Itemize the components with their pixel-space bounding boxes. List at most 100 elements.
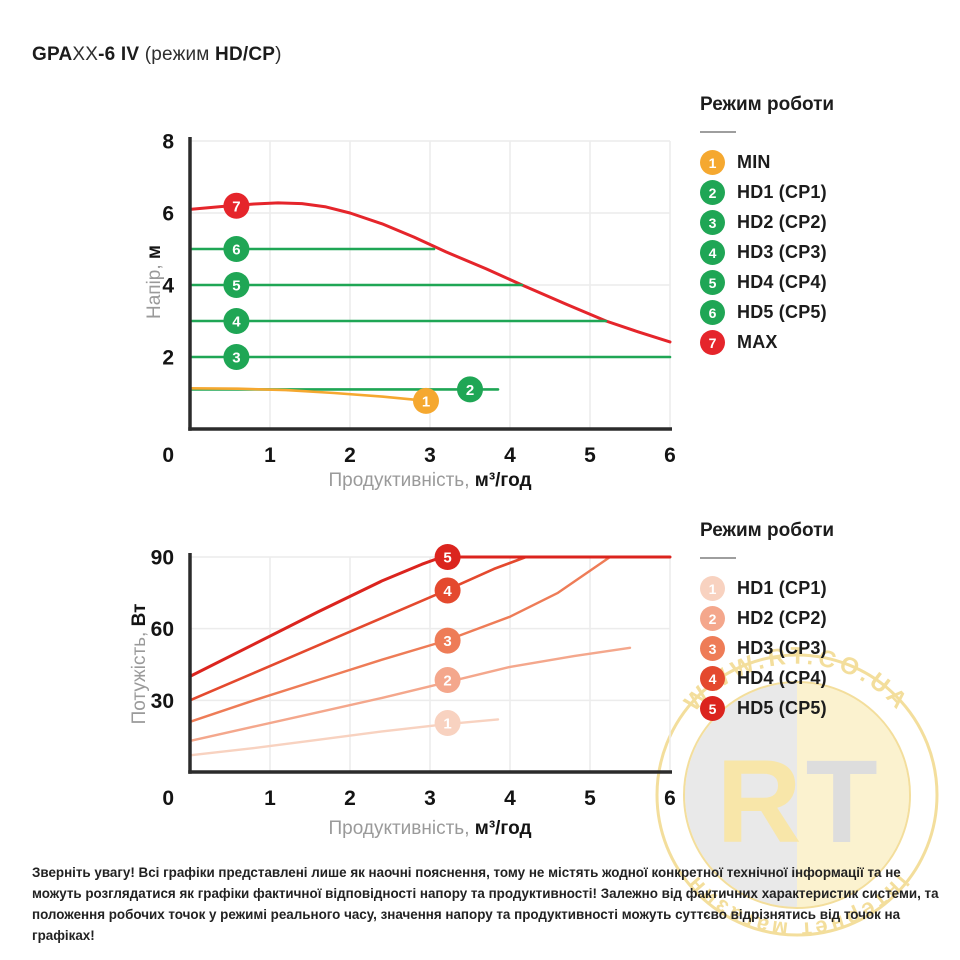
watermark-logo: RT bbox=[716, 736, 877, 868]
mode-marker bbox=[223, 344, 250, 370]
mode-marker-label: 4 bbox=[232, 314, 241, 331]
power-chart: 0 1 2 3 4 5 6 30 60 90 5 4 3 2 1 bbox=[151, 544, 676, 810]
legend-item-label: HD5 (CP5) bbox=[737, 302, 827, 322]
mode-marker bbox=[434, 577, 461, 604]
legend-item: 3 HD3 (CP3) bbox=[700, 636, 950, 661]
mode-number-badge: 6 bbox=[700, 300, 725, 325]
legend-item-label: HD3 (CP3) bbox=[737, 638, 827, 658]
mode-marker bbox=[223, 192, 250, 219]
watermark-left-half bbox=[685, 683, 797, 907]
mode-marker-label: 6 bbox=[232, 242, 240, 259]
series-hd3-cp3- bbox=[188, 555, 612, 723]
head-chart-ylabel: Напір, м bbox=[144, 245, 165, 319]
legend-item: 4 HD4 (CP4) bbox=[700, 666, 950, 691]
legend-item: 1 HD1 (CP1) bbox=[700, 576, 950, 601]
legend-item-label: HD5 (CP5) bbox=[737, 698, 827, 718]
legend-title: Режим роботи bbox=[700, 520, 835, 541]
series-min bbox=[188, 386, 436, 403]
series-hd4-cp4- bbox=[188, 555, 528, 702]
x-tick-label: 3 bbox=[424, 787, 436, 810]
legend-item: 1 MIN bbox=[700, 150, 950, 175]
mode-marker-label: 5 bbox=[232, 278, 240, 295]
mode-number-badge: 1 bbox=[700, 576, 725, 601]
mode-number-badge: 7 bbox=[700, 330, 725, 355]
mode-marker-label: 2 bbox=[466, 382, 474, 399]
legend-item-label: HD2 (CP2) bbox=[737, 212, 827, 232]
legend-item: 5 HD5 (CP5) bbox=[700, 696, 950, 721]
watermark-outer-ring bbox=[655, 653, 939, 937]
watermark-right-half bbox=[797, 683, 909, 907]
series-max bbox=[188, 201, 672, 344]
mode-number-badge: 5 bbox=[700, 696, 725, 721]
mode-marker-label: 3 bbox=[443, 633, 451, 650]
mode-number-badge: 4 bbox=[700, 240, 725, 265]
page-title-segment: -6 IV bbox=[98, 44, 140, 65]
watermark-inner-ring bbox=[683, 681, 911, 909]
mode-marker bbox=[223, 236, 250, 262]
y-tick-label: 4 bbox=[162, 275, 174, 298]
x-tick-label: 2 bbox=[344, 444, 356, 467]
legend-item-label: HD1 (CP1) bbox=[737, 578, 827, 598]
legend-item-label: HD4 (CP4) bbox=[737, 272, 827, 292]
x-tick-label: 1 bbox=[264, 787, 276, 810]
x-tick-label: 4 bbox=[504, 444, 516, 467]
mode-marker bbox=[434, 710, 461, 737]
y-tick-label: 2 bbox=[162, 347, 174, 370]
mode-marker bbox=[223, 308, 250, 334]
legend-items: 1 HD1 (CP1) 2 HD2 (CP2) 3 HD3 (CP3) 4 HD4 (CP4)… bbox=[700, 576, 950, 721]
mode-marker bbox=[413, 387, 439, 414]
page-title: GPAXX-6 IV (режим HD/CP) bbox=[32, 44, 282, 66]
x-tick-label: 0 bbox=[162, 787, 174, 810]
mode-number-badge: 1 bbox=[700, 150, 725, 175]
y-tick-label: 30 bbox=[151, 690, 174, 713]
head-chart-xlabel: Продуктивність, м³/год bbox=[328, 470, 532, 491]
mode-number-badge: 5 bbox=[700, 270, 725, 295]
legend-item: 5 HD4 (CP4) bbox=[700, 270, 950, 295]
legend-item-label: HD1 (CP1) bbox=[737, 182, 827, 202]
x-tick-label: 5 bbox=[584, 787, 596, 810]
x-tick-label: 6 bbox=[664, 787, 676, 810]
y-tick-label: 90 bbox=[151, 547, 174, 570]
legend-item: 2 HD2 (CP2) bbox=[700, 606, 950, 631]
power-chart-ylabel: Потужість, Вт bbox=[129, 603, 150, 725]
mode-marker-label: 4 bbox=[443, 583, 452, 600]
footer-warning-note: Зверніть увагу! Всі графіки представлені… bbox=[32, 865, 939, 943]
y-tick-label: 8 bbox=[162, 131, 174, 154]
power-chart-xlabel: Продуктивність, м³/год bbox=[328, 818, 532, 839]
mode-marker-label: 2 bbox=[443, 673, 451, 690]
x-tick-label: 0 bbox=[162, 444, 174, 467]
mode-marker-label: 7 bbox=[232, 198, 240, 215]
page-title-segment: ) bbox=[275, 44, 282, 65]
x-tick-label: 5 bbox=[584, 444, 596, 467]
legend-head-chart: Режим роботи 1 MIN 2 HD1 (CP1) 3 HD2 (CP2) 4 HD… bbox=[700, 94, 950, 360]
page-title-segment: HD/CP bbox=[215, 44, 276, 65]
series-hd2-cp2- bbox=[188, 646, 632, 743]
mode-number-badge: 2 bbox=[700, 606, 725, 631]
x-tick-label: 6 bbox=[664, 444, 676, 467]
y-tick-label: 6 bbox=[162, 203, 174, 226]
legend-item: 7 MAX bbox=[700, 330, 950, 355]
mode-marker-label: 3 bbox=[232, 350, 240, 367]
legend-title: Режим роботи bbox=[700, 94, 835, 115]
mode-marker bbox=[434, 627, 461, 654]
x-tick-label: 4 bbox=[504, 787, 516, 810]
page-title-segment: (режим bbox=[139, 44, 216, 65]
legend-item: 3 HD2 (CP2) bbox=[700, 210, 950, 235]
legend-item: 4 HD3 (CP3) bbox=[700, 240, 950, 265]
y-tick-label: 60 bbox=[151, 618, 174, 641]
page-title-segment: XX bbox=[72, 44, 99, 65]
mode-marker-label: 1 bbox=[422, 393, 430, 410]
legend-item-label: MIN bbox=[737, 152, 771, 172]
mode-number-badge: 3 bbox=[700, 210, 725, 235]
mode-number-badge: 2 bbox=[700, 180, 725, 205]
legend-item-label: HD3 (CP3) bbox=[737, 242, 827, 262]
x-tick-label: 1 bbox=[264, 444, 276, 467]
mode-marker bbox=[434, 667, 461, 694]
mode-marker-label: 1 bbox=[443, 716, 451, 733]
mode-number-badge: 4 bbox=[700, 666, 725, 691]
mode-marker bbox=[223, 272, 250, 298]
head-chart: 0 1 2 3 4 5 6 2 4 6 8 7 6 5 4 3 2 1 bbox=[162, 131, 676, 468]
legend-item-label: MAX bbox=[737, 332, 778, 352]
legend-item-label: HD4 (CP4) bbox=[737, 668, 827, 688]
page-title-segment: GPA bbox=[32, 44, 73, 65]
